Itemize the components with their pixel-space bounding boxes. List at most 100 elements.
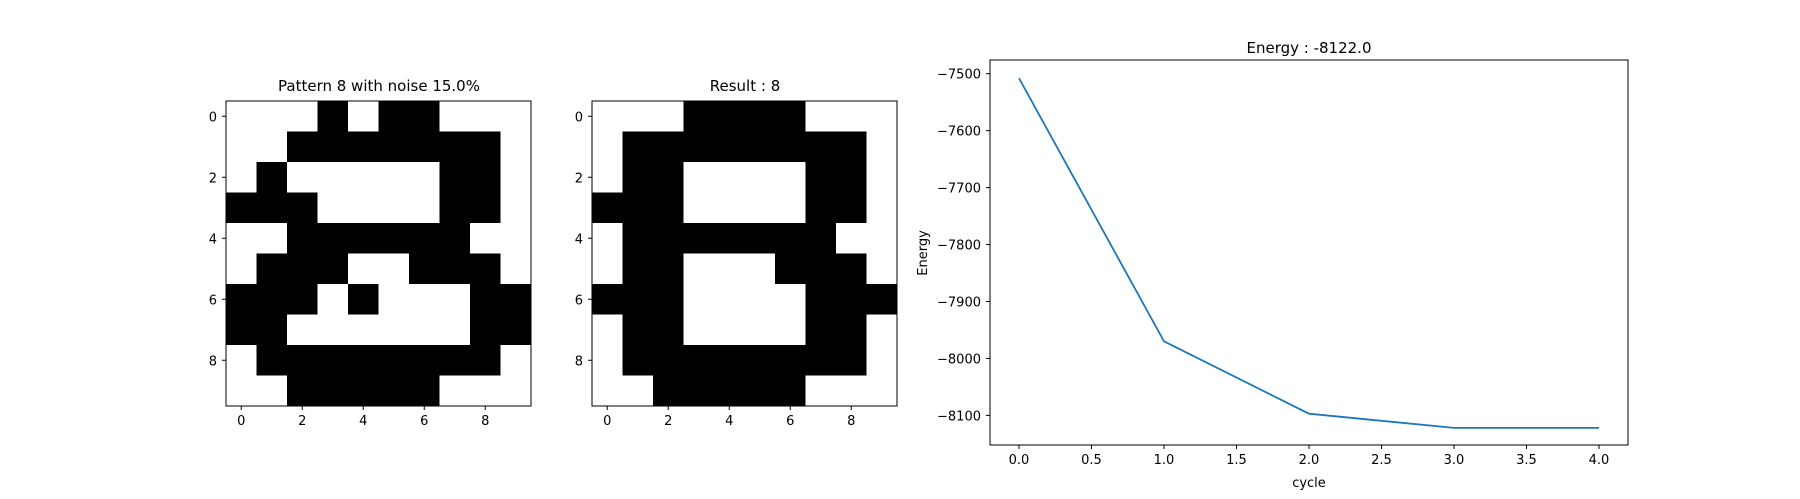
- noisy-pattern-cell-8-2: [287, 345, 318, 376]
- noisy-pattern-cell-4-3: [317, 223, 349, 254]
- result-pattern-cell-6-2: [653, 284, 684, 315]
- noisy-pattern-cell-2-4: [348, 162, 379, 193]
- result-pattern-cell-6-0: [592, 284, 623, 315]
- noisy-pattern-cell-3-4: [348, 192, 379, 224]
- result-pattern-cell-8-5: [744, 345, 776, 376]
- noisy-pattern-cell-1-2: [287, 131, 318, 163]
- result-pattern-cell-5-7: [805, 253, 837, 285]
- energy-y-tick-label-3: −7800: [937, 239, 981, 254]
- noisy-pattern-y-tick-label-4: 8: [209, 354, 217, 369]
- noisy-pattern-x-tick-label-2: 4: [359, 414, 367, 429]
- noisy-pattern-cell-0-4: [348, 101, 379, 132]
- noisy-pattern-cell-3-1: [256, 192, 288, 224]
- result-pattern-cell-7-9: [866, 314, 898, 346]
- energy-y-tick-label-2: −7700: [937, 182, 981, 197]
- result-pattern-title: Result : 8: [710, 77, 780, 95]
- result-pattern-cell-4-3: [683, 223, 715, 254]
- noisy-pattern-y-tick-label-3: 6: [209, 293, 217, 308]
- noisy-pattern-cell-0-6: [409, 101, 440, 132]
- result-pattern-cell-4-7: [805, 223, 837, 254]
- energy-y-tick-label-5: −8000: [937, 352, 981, 367]
- result-pattern-cell-4-9: [866, 223, 898, 254]
- result-pattern-cell-0-0: [592, 101, 623, 132]
- noisy-pattern-cell-5-8: [470, 253, 501, 285]
- result-pattern-y-tick-label-1: 2: [575, 171, 583, 186]
- result-pattern-cell-2-7: [805, 162, 837, 193]
- noisy-pattern-cell-0-7: [439, 101, 471, 132]
- result-pattern-cell-8-1: [622, 345, 654, 376]
- noisy-pattern-cell-8-8: [470, 345, 501, 376]
- result-pattern-cell-8-9: [866, 345, 898, 376]
- result-pattern-cell-7-8: [836, 314, 867, 346]
- result-pattern-cell-0-7: [805, 101, 837, 132]
- result-pattern-x-tick-label-3: 6: [786, 414, 794, 429]
- noisy-pattern-cell-4-5: [378, 223, 410, 254]
- result-pattern-cell-1-9: [866, 131, 898, 163]
- noisy-pattern-cell-1-5: [378, 131, 410, 163]
- result-pattern-cell-9-0: [592, 375, 623, 407]
- result-pattern-cell-0-6: [775, 101, 806, 132]
- noisy-pattern-cell-9-6: [409, 375, 440, 407]
- result-pattern-cell-3-0: [592, 192, 623, 224]
- noisy-pattern-cell-3-7: [439, 192, 471, 224]
- noisy-pattern-cell-3-8: [470, 192, 501, 224]
- noisy-pattern-cell-0-2: [287, 101, 318, 132]
- noisy-pattern-cell-2-3: [317, 162, 349, 193]
- result-pattern-cell-3-2: [653, 192, 684, 224]
- noisy-pattern-cell-4-8: [470, 223, 501, 254]
- noisy-pattern-cell-1-7: [439, 131, 471, 163]
- result-pattern-cell-5-1: [622, 253, 654, 285]
- noisy-pattern-cell-8-4: [348, 345, 379, 376]
- result-pattern-cell-8-4: [714, 345, 745, 376]
- result-pattern-y-tick-label-4: 8: [575, 354, 583, 369]
- result-pattern-cell-5-8: [836, 253, 867, 285]
- noisy-pattern-cell-2-5: [378, 162, 410, 193]
- result-pattern-cell-4-2: [653, 223, 684, 254]
- result-pattern-cell-7-4: [714, 314, 745, 346]
- result-pattern-cell-2-0: [592, 162, 623, 193]
- result-pattern-cell-4-0: [592, 223, 623, 254]
- noisy-pattern-x-tick-label-0: 0: [237, 414, 245, 429]
- result-pattern-cell-4-5: [744, 223, 776, 254]
- noisy-pattern-cell-0-5: [378, 101, 410, 132]
- result-pattern-cell-9-9: [866, 375, 898, 407]
- energy-x-tick-label-5: 2.5: [1371, 453, 1392, 468]
- noisy-pattern-cell-8-5: [378, 345, 410, 376]
- noisy-pattern-cell-0-3: [317, 101, 349, 132]
- result-pattern-panel: Result : 8 0 2 4 6 8 0 2 4 6 8: [575, 77, 898, 429]
- noisy-pattern-cell-8-6: [409, 345, 440, 376]
- noisy-pattern-cell-6-4: [348, 284, 379, 315]
- energy-x-tick-label-7: 3.5: [1516, 453, 1537, 468]
- noisy-pattern-cell-9-2: [287, 375, 318, 407]
- result-pattern-cell-8-0: [592, 345, 623, 376]
- noisy-pattern-cell-3-2: [287, 192, 318, 224]
- noisy-pattern-cell-3-3: [317, 192, 349, 224]
- noisy-pattern-x-axis: 0 2 4 6 8: [237, 406, 489, 429]
- result-pattern-x-tick-label-4: 8: [847, 414, 855, 429]
- noisy-pattern-cell-8-7: [439, 345, 471, 376]
- result-pattern-cell-5-2: [653, 253, 684, 285]
- result-pattern-cell-5-3: [683, 253, 715, 285]
- result-pattern-cell-3-6: [775, 192, 806, 224]
- result-pattern-cell-1-3: [683, 131, 715, 163]
- energy-x-tick-label-4: 2.0: [1299, 453, 1320, 468]
- energy-chart-y-axis: −7500 −7600 −7700 −7800 −7900 −8000 −8100: [937, 68, 990, 424]
- energy-y-tick-label-6: −8100: [937, 409, 981, 424]
- energy-chart-x-label: cycle: [1292, 476, 1326, 491]
- noisy-pattern-cell-4-7: [439, 223, 471, 254]
- noisy-pattern-cell-6-8: [470, 284, 501, 315]
- energy-series-line: [1018, 77, 1599, 429]
- noisy-pattern-panel: Pattern 8 with noise 15.0% 0 2 4 6 8 0 2 4 6 8: [209, 77, 532, 429]
- result-pattern-x-tick-label-2: 4: [725, 414, 733, 429]
- noisy-pattern-frame: [225, 100, 532, 407]
- result-pattern-cell-7-2: [653, 314, 684, 346]
- noisy-pattern-cell-4-9: [500, 223, 532, 254]
- energy-x-tick-label-3: 1.5: [1226, 453, 1247, 468]
- result-pattern-cell-2-4: [714, 162, 745, 193]
- result-pattern-cell-6-7: [805, 284, 837, 315]
- result-pattern-cell-1-6: [775, 131, 806, 163]
- result-pattern-cell-3-3: [683, 192, 715, 224]
- noisy-pattern-cell-2-6: [409, 162, 440, 193]
- result-pattern-cell-5-0: [592, 253, 623, 285]
- energy-x-tick-label-8: 4.0: [1589, 453, 1610, 468]
